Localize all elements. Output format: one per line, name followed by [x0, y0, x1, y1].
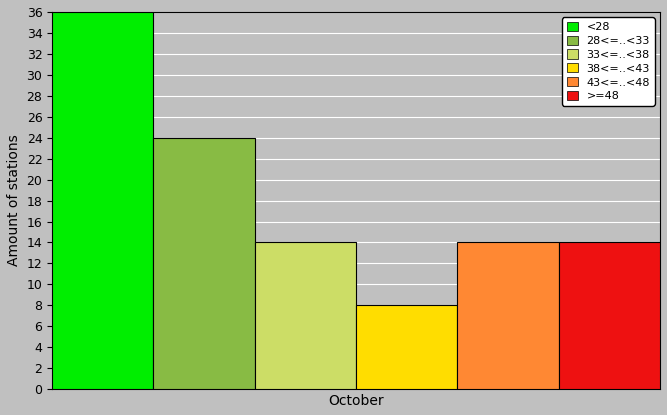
Y-axis label: Amount of stations: Amount of stations	[7, 135, 21, 266]
Bar	[153, 138, 255, 389]
Bar	[52, 12, 153, 389]
Bar	[255, 242, 356, 389]
Bar	[458, 242, 559, 389]
Legend: <28, 28<=..<33, 33<=..<38, 38<=..<43, 43<=..<48, >=48: <28, 28<=..<33, 33<=..<38, 38<=..<43, 43…	[562, 17, 654, 106]
Bar	[356, 305, 458, 389]
Bar	[559, 242, 660, 389]
